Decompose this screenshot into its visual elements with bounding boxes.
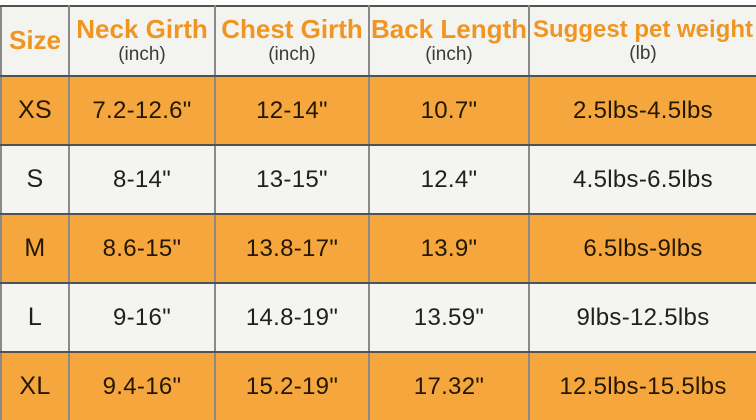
- header-chest-girth-label: Chest Girth: [221, 13, 363, 44]
- cell-m-chest-girth: 13.8-17": [214, 213, 370, 284]
- header-size: Size: [0, 5, 70, 77]
- cell-m-back-length: 13.9": [368, 213, 530, 284]
- cell-m-size: M: [0, 213, 70, 284]
- pet-size-chart-table: Size Neck Girth (inch) Chest Girth (inch…: [0, 5, 756, 420]
- cell-m-neck-girth: 8.6-15": [68, 213, 216, 284]
- cell-xl-size: XL: [0, 351, 70, 420]
- cell-xs-size: XS: [0, 75, 70, 146]
- header-neck-girth-unit: (inch): [118, 44, 166, 66]
- table-row-l: L 9-16" 14.8-19" 13.59" 9lbs-12.5lbs: [0, 282, 756, 353]
- cell-xs-neck-girth: 7.2-12.6": [68, 75, 216, 146]
- cell-s-weight: 4.5lbs-6.5lbs: [528, 144, 756, 215]
- cell-s-back-length: 12.4": [368, 144, 530, 215]
- cell-s-neck-girth: 8-14": [68, 144, 216, 215]
- table-row-m: M 8.6-15" 13.8-17" 13.9" 6.5lbs-9lbs: [0, 213, 756, 284]
- table-row-s: S 8-14" 13-15" 12.4" 4.5lbs-6.5lbs: [0, 144, 756, 215]
- cell-l-back-length: 13.59": [368, 282, 530, 353]
- cell-l-weight: 9lbs-12.5lbs: [528, 282, 756, 353]
- header-suggest-pet-weight-unit: (lb): [629, 43, 657, 65]
- cell-xs-weight: 2.5lbs-4.5lbs: [528, 75, 756, 146]
- header-neck-girth: Neck Girth (inch): [68, 5, 216, 77]
- cell-l-neck-girth: 9-16": [68, 282, 216, 353]
- header-chest-girth: Chest Girth (inch): [214, 5, 370, 77]
- cell-xl-back-length: 17.32": [368, 351, 530, 420]
- cell-s-chest-girth: 13-15": [214, 144, 370, 215]
- header-size-label: Size: [8, 25, 62, 56]
- table-row-xs: XS 7.2-12.6" 12-14" 10.7" 2.5lbs-4.5lbs: [0, 75, 756, 146]
- header-chest-girth-unit: (inch): [268, 44, 316, 66]
- header-suggest-pet-weight-label: Suggest pet weight: [532, 15, 753, 43]
- cell-xl-weight: 12.5lbs-15.5lbs: [528, 351, 756, 420]
- cell-l-chest-girth: 14.8-19": [214, 282, 370, 353]
- header-back-length: Back Length (inch): [368, 5, 530, 77]
- cell-xl-neck-girth: 9.4-16": [68, 351, 216, 420]
- cell-xs-back-length: 10.7": [368, 75, 530, 146]
- header-neck-girth-label: Neck Girth: [76, 13, 208, 44]
- cell-s-size: S: [0, 144, 70, 215]
- header-back-length-unit: (inch): [425, 44, 473, 66]
- header-back-length-label: Back Length: [370, 13, 528, 44]
- cell-xl-chest-girth: 15.2-19": [214, 351, 370, 420]
- header-suggest-pet-weight: Suggest pet weight (lb): [528, 5, 756, 77]
- cell-l-size: L: [0, 282, 70, 353]
- cell-xs-chest-girth: 12-14": [214, 75, 370, 146]
- cell-m-weight: 6.5lbs-9lbs: [528, 213, 756, 284]
- table-row-xl: XL 9.4-16" 15.2-19" 17.32" 12.5lbs-15.5l…: [0, 351, 756, 420]
- header-row: Size Neck Girth (inch) Chest Girth (inch…: [0, 5, 756, 77]
